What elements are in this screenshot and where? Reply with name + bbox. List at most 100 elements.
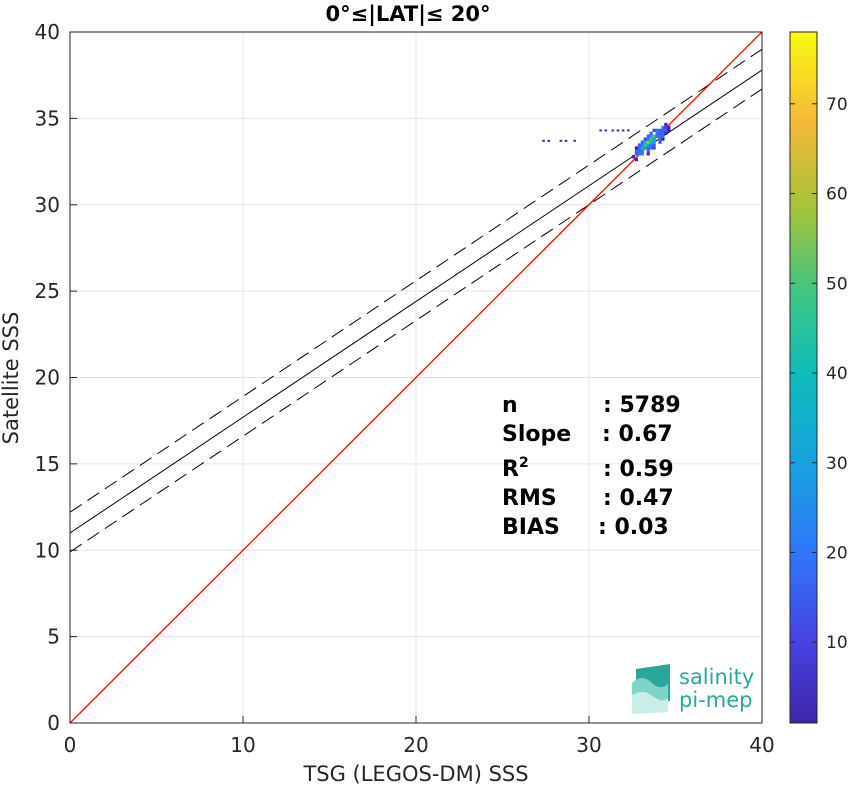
logo-text-salinity: salinity xyxy=(679,665,754,689)
x-tick-label: 0 xyxy=(64,733,77,757)
outlier-point xyxy=(621,129,625,132)
density-cell xyxy=(658,131,662,135)
density-cell xyxy=(637,149,642,153)
stat-value: : 0.67 xyxy=(602,422,673,447)
density-cell xyxy=(646,143,650,147)
density-cell xyxy=(634,146,639,150)
density-cell xyxy=(640,146,644,150)
density-cell xyxy=(643,143,647,147)
density-cell xyxy=(649,146,653,150)
outlier-point xyxy=(599,129,602,132)
x-axis-ticks: 0 10 20 30 40 xyxy=(64,716,775,757)
density-cell xyxy=(667,128,671,132)
density-cell xyxy=(655,134,659,138)
density-cell xyxy=(634,158,639,162)
colorbar-gradient xyxy=(789,31,818,724)
y-tick-label: 10 xyxy=(35,538,60,562)
y-axis-ticks: 0 5 10 15 20 25 30 35 40 xyxy=(35,20,77,735)
stat-label: n xyxy=(502,393,518,418)
stat-value: : 0.59 xyxy=(603,457,674,482)
density-cell xyxy=(667,125,671,130)
density-cell xyxy=(661,131,665,135)
density-cell xyxy=(649,137,653,141)
colorbar-tick-label: 70 xyxy=(826,95,848,115)
x-axis-label: TSG (LEGOS-DM) SSS xyxy=(302,762,528,786)
y-tick-label: 15 xyxy=(35,452,60,476)
fit-bound-dashed-line xyxy=(70,48,762,513)
outlier-point xyxy=(611,129,614,132)
density-cell xyxy=(649,134,653,138)
outlier-point xyxy=(627,129,630,132)
stat-value: : 5789 xyxy=(603,393,681,418)
colorbar-tick-label: 20 xyxy=(826,543,848,563)
outlier-point xyxy=(559,139,563,142)
salinity-logo-icon xyxy=(632,664,670,714)
density-cell xyxy=(661,134,665,138)
stats-box: n: 5789 Slope: 0.67 R2: 0.59 RMS: 0.47 BIAS:… xyxy=(502,393,681,540)
density-cell xyxy=(655,128,659,132)
stat-label: R2 xyxy=(502,455,529,482)
density-cell xyxy=(646,152,650,156)
colorbar-tick-label: 40 xyxy=(826,364,848,384)
y-tick-label: 30 xyxy=(35,193,60,217)
density-cell xyxy=(664,125,668,130)
density-cell xyxy=(643,140,647,144)
density-cell xyxy=(646,134,650,138)
density-cell xyxy=(655,131,659,135)
density-cell xyxy=(637,146,642,150)
density-cell xyxy=(640,143,644,147)
colorbar-tick-label: 10 xyxy=(826,633,848,653)
density-cell xyxy=(637,143,642,147)
x-tick-label: 30 xyxy=(576,733,601,757)
density-cell xyxy=(664,131,668,135)
density-cell xyxy=(658,137,662,141)
density-cell xyxy=(664,128,668,132)
stat-label: RMS xyxy=(502,486,557,511)
density-cell xyxy=(652,137,656,141)
y-tick-label: 0 xyxy=(47,711,60,735)
colorbar-ticks: 10 20 30 40 50 60 70 xyxy=(790,95,848,653)
density-cell xyxy=(640,149,644,153)
stat-label: BIAS xyxy=(502,515,560,540)
outlier-point xyxy=(564,139,568,142)
density-cell xyxy=(643,137,647,141)
outlier-point xyxy=(604,129,608,132)
density-cell xyxy=(646,149,650,153)
density-cell xyxy=(631,155,636,159)
stat-label: Slope xyxy=(502,422,571,447)
density-cell xyxy=(658,128,662,132)
density-cell xyxy=(649,131,653,135)
x-tick-label: 40 xyxy=(749,733,774,757)
density-cell xyxy=(658,140,662,144)
density-cell xyxy=(652,143,656,147)
y-tick-label: 25 xyxy=(35,279,60,303)
chart-title: 0°≤|LAT|≤ 20° xyxy=(325,2,490,27)
y-tick-label: 35 xyxy=(35,106,60,130)
outlier-point xyxy=(547,139,550,142)
density-cell xyxy=(637,152,642,156)
density-cell xyxy=(646,137,650,141)
density-cell xyxy=(661,137,665,141)
y-tick-label: 20 xyxy=(35,366,60,390)
density-cell xyxy=(643,146,647,150)
colorbar-tick-label: 50 xyxy=(826,274,848,294)
density-cell xyxy=(664,122,668,127)
y-tick-label: 5 xyxy=(47,625,60,649)
density-cell xyxy=(652,134,656,138)
density-cell xyxy=(634,149,639,153)
density-cell xyxy=(661,128,665,132)
colorbar-tick-label: 60 xyxy=(826,185,848,205)
stat-value: : 0.47 xyxy=(603,486,674,511)
y-axis-label: Satellite SSS xyxy=(0,312,23,445)
density-cell xyxy=(652,128,656,132)
density-cell xyxy=(646,140,650,144)
colorbar: 10 20 30 40 50 60 70 xyxy=(789,31,848,724)
y-tick-label: 40 xyxy=(35,20,60,44)
density-cell xyxy=(634,152,639,156)
x-tick-label: 10 xyxy=(230,733,255,757)
density-cell xyxy=(646,146,650,150)
logo-text-pi-mep: pi-mep xyxy=(679,688,752,712)
density-cell xyxy=(652,140,656,144)
density-cell xyxy=(649,143,653,147)
